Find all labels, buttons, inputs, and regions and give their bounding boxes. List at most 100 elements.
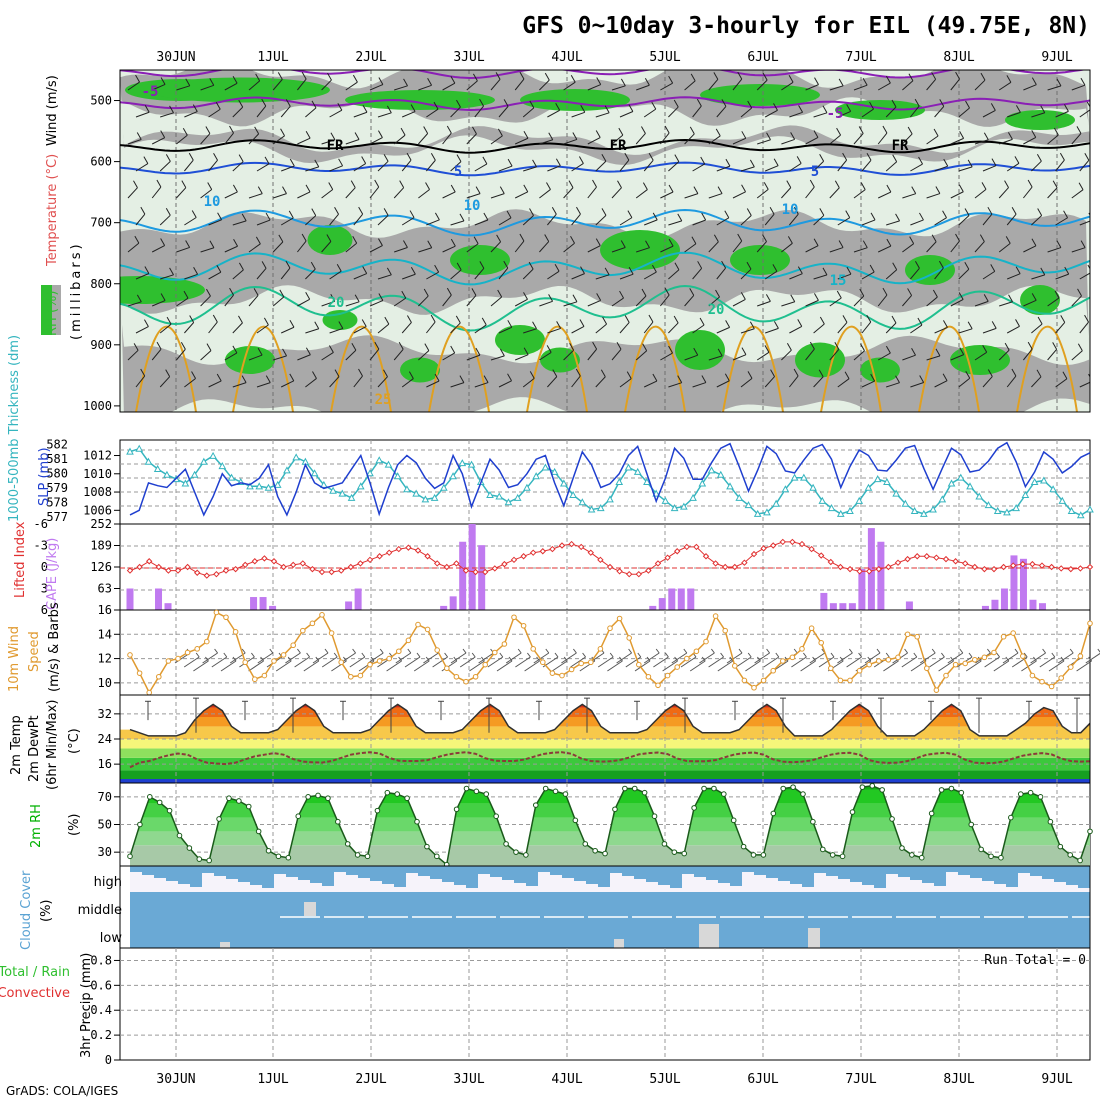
wind10-barb	[395, 652, 412, 664]
wind-barb-flag	[330, 132, 336, 140]
wind-barb	[829, 187, 840, 199]
wind10-line-point	[1048, 683, 1055, 690]
wind-barb-flag	[523, 347, 529, 355]
wind-barb-flag	[942, 373, 948, 381]
wind-barb-flag	[601, 208, 607, 216]
thickness-line-point	[633, 467, 642, 475]
cloud-high-cell	[394, 866, 406, 887]
wind-barb	[442, 191, 456, 199]
cape-bar	[839, 603, 847, 610]
rh2m-line-point	[364, 853, 371, 860]
li-point	[1029, 560, 1036, 568]
wind-barb-flag	[674, 262, 680, 271]
wind-barb-flag	[773, 158, 779, 166]
wind-barb	[926, 296, 938, 307]
wind-barb	[563, 301, 578, 307]
wind10-line-point	[952, 661, 959, 668]
wind-barb	[934, 326, 948, 334]
wind-barb-flag	[206, 288, 211, 297]
li-point	[933, 554, 940, 561]
wind-barb-flag	[955, 71, 961, 80]
cape-tick-label: 126	[90, 560, 112, 574]
wind-barb	[660, 132, 670, 145]
wind10-barb	[459, 656, 476, 668]
wind-barb	[474, 324, 487, 334]
thickness-line-point	[726, 482, 734, 490]
wind-barb-flag	[193, 267, 199, 275]
rh2m-line-point	[948, 785, 955, 792]
thickness-line-point	[827, 504, 836, 512]
thickness-line-point	[283, 466, 291, 474]
wind-barb	[305, 378, 317, 388]
wind-barb	[345, 242, 358, 253]
wind-barb	[329, 213, 339, 226]
wind-barb-flag	[456, 262, 462, 271]
rh2m-tick-label: 70	[98, 790, 112, 804]
wind10-barb	[303, 660, 320, 672]
rh2m-line-point	[523, 852, 529, 858]
wind-barb-flag	[885, 345, 891, 354]
wind-barb-flag	[338, 321, 344, 329]
rh-blob	[495, 325, 545, 355]
wind-barb-flag	[1015, 105, 1021, 113]
wind-barb-flag	[891, 315, 897, 324]
wind-barb-flag	[350, 180, 356, 188]
cloud-high-cell	[994, 866, 1006, 884]
thickness-line-point	[947, 479, 956, 487]
wind-barb	[176, 297, 189, 307]
wind10-line-point	[1058, 675, 1064, 681]
wind-barb	[595, 215, 607, 226]
wind-barb	[1055, 322, 1066, 334]
wind-barb-flag	[140, 368, 146, 377]
wind-barb-flag	[188, 152, 194, 161]
wind10-barb	[984, 656, 1000, 668]
wind10-line-point	[626, 635, 633, 641]
wind-barb-flag	[334, 206, 339, 215]
wind-barb	[829, 247, 844, 253]
wind-barb-flag	[433, 101, 439, 110]
wind10-barb-flag	[407, 648, 412, 654]
wind-barb-flag	[285, 260, 291, 269]
cape-bar	[259, 597, 267, 610]
li-point	[625, 570, 633, 578]
contour-line-25	[1016, 325, 1078, 412]
wind-barb-flag	[546, 345, 552, 353]
wind-barb-flag	[312, 371, 317, 379]
cloud-gap	[614, 939, 624, 948]
wind-barb-flag	[1014, 156, 1020, 164]
wind-barb	[571, 111, 585, 118]
wind-barb-flag	[619, 290, 624, 299]
wind10-barb	[1076, 660, 1092, 672]
wind-barb-flag	[869, 101, 874, 110]
wind10-line-point	[223, 614, 229, 621]
li-point	[539, 548, 547, 555]
wind-barb	[611, 348, 622, 361]
wind-barb-flag	[932, 289, 938, 298]
wind10-tick-label: 16	[98, 603, 112, 617]
precip-grid	[120, 948, 1090, 1060]
rh2m-line-point	[1077, 857, 1083, 864]
wind10-barb-flag	[471, 652, 476, 658]
wind-barb-flag	[796, 156, 802, 164]
cloud-high-cell	[418, 866, 430, 876]
rh2m-line-point	[562, 791, 569, 797]
wind-barb	[861, 108, 874, 118]
wind-barb	[321, 300, 335, 307]
wind-barb	[297, 137, 311, 145]
wind-barb	[886, 382, 900, 388]
li-point	[241, 561, 249, 569]
wind-barb	[1079, 159, 1090, 172]
thickness-line-point	[975, 492, 984, 500]
wind-barb-flag	[645, 240, 650, 248]
wind-barb	[176, 246, 190, 253]
wind-barb-flag	[1064, 266, 1070, 275]
wind-barb	[152, 300, 166, 307]
wind10-barb-flag	[1033, 656, 1037, 662]
wind-barb	[1071, 189, 1084, 199]
rh2m-line-point	[1008, 814, 1014, 821]
wind-barb-flag	[1006, 75, 1012, 83]
thickness-line-point	[892, 489, 900, 497]
li-point	[875, 565, 883, 573]
wind10-line-point	[309, 620, 316, 627]
wind10-barb	[367, 652, 384, 664]
